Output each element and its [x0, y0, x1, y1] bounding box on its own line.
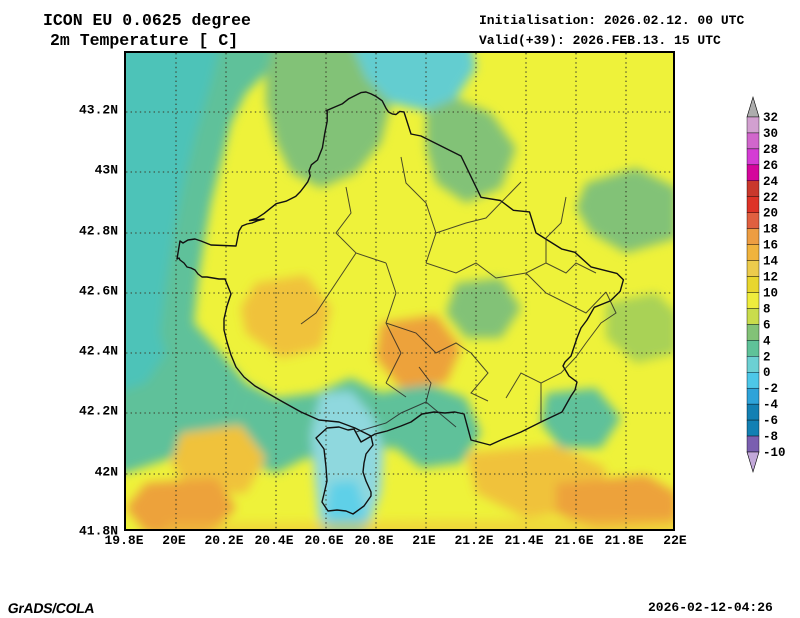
svg-text:18: 18	[763, 223, 778, 237]
svg-text:4: 4	[763, 334, 771, 348]
svg-text:20: 20	[763, 207, 778, 221]
svg-text:30: 30	[763, 127, 778, 141]
svg-text:-10: -10	[763, 446, 786, 460]
svg-text:-4: -4	[763, 398, 779, 412]
svg-text:2: 2	[763, 350, 771, 364]
svg-text:0: 0	[763, 366, 771, 380]
svg-text:32: 32	[763, 111, 778, 125]
svg-text:-6: -6	[763, 414, 778, 428]
svg-text:10: 10	[763, 286, 778, 300]
svg-text:28: 28	[763, 143, 778, 157]
svg-text:22: 22	[763, 191, 778, 205]
svg-text:-2: -2	[763, 382, 778, 396]
svg-text:14: 14	[763, 255, 779, 269]
svg-text:12: 12	[763, 271, 778, 285]
svg-text:8: 8	[763, 302, 771, 316]
svg-text:24: 24	[763, 175, 779, 189]
svg-text:6: 6	[763, 318, 771, 332]
svg-text:26: 26	[763, 159, 778, 173]
svg-text:-8: -8	[763, 430, 778, 444]
svg-text:16: 16	[763, 239, 778, 253]
